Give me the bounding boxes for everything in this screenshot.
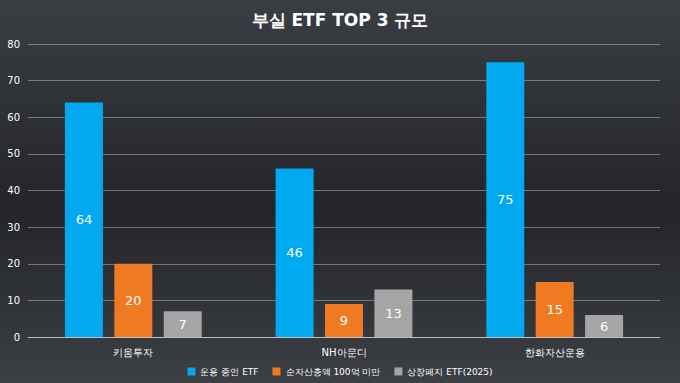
svg-text:운용 중인 ETF: 운용 중인 ETF (200, 367, 258, 377)
svg-text:15: 15 (546, 302, 563, 317)
svg-text:60: 60 (7, 112, 20, 123)
svg-text:64: 64 (76, 212, 93, 227)
svg-text:상장폐지 ETF(2025): 상장폐지 ETF(2025) (407, 367, 492, 377)
svg-text:한화자산운용: 한화자산운용 (525, 347, 585, 358)
svg-text:70: 70 (7, 75, 20, 86)
svg-text:80: 80 (7, 39, 20, 50)
svg-text:20: 20 (7, 258, 20, 269)
svg-text:20: 20 (125, 293, 142, 308)
svg-text:6: 6 (600, 319, 608, 334)
svg-text:30: 30 (7, 222, 20, 233)
svg-text:13: 13 (385, 306, 402, 321)
svg-text:40: 40 (7, 185, 20, 196)
svg-text:10: 10 (7, 295, 20, 306)
svg-text:46: 46 (286, 245, 303, 260)
svg-text:순자산총액 100억 미만: 순자산총액 100억 미만 (286, 367, 381, 377)
svg-text:9: 9 (340, 313, 348, 328)
svg-text:0: 0 (14, 332, 20, 343)
svg-text:7: 7 (179, 317, 187, 332)
svg-text:50: 50 (7, 148, 20, 159)
svg-text:NH아문디: NH아문디 (322, 347, 367, 358)
svg-text:75: 75 (497, 192, 514, 207)
svg-text:키움투자: 키움투자 (113, 347, 153, 358)
svg-text:부실 ETF TOP 3 규모: 부실 ETF TOP 3 규모 (252, 10, 429, 30)
